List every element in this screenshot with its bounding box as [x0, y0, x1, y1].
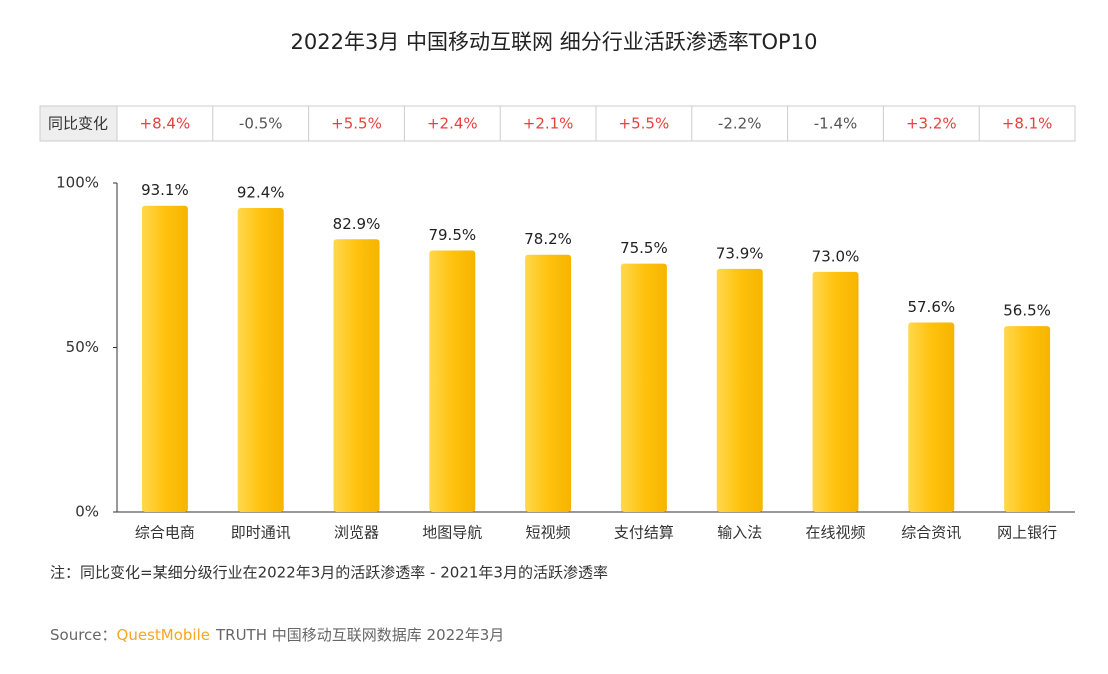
- value-label: 56.5%: [1003, 302, 1051, 320]
- value-label: 73.9%: [716, 244, 764, 262]
- value-label: 78.2%: [524, 230, 572, 248]
- source-text: TRUTH 中国移动互联网数据库 2022年3月: [215, 626, 504, 644]
- value-label: 93.1%: [141, 181, 189, 199]
- value-label: 82.9%: [333, 215, 381, 233]
- value-label: 73.0%: [812, 247, 860, 265]
- yoy-label: +3.2%: [906, 115, 957, 133]
- source-brand: QuestMobile: [117, 626, 210, 644]
- bar: [237, 208, 284, 512]
- bar: [333, 239, 380, 512]
- y-tick-label: 100%: [56, 174, 99, 192]
- value-label: 79.5%: [428, 226, 476, 244]
- source: Source：QuestMobile TRUTH 中国移动互联网数据库 2022年…: [50, 626, 504, 644]
- yoy-label: +5.5%: [619, 115, 670, 133]
- yoy-label: -0.5%: [239, 115, 283, 133]
- bar: [1004, 326, 1051, 512]
- x-tick-label: 输入法: [717, 524, 762, 542]
- yoy-label: +2.4%: [427, 115, 478, 133]
- x-tick-label: 综合电商: [135, 524, 195, 542]
- yoy-label: +8.4%: [140, 115, 191, 133]
- yoy-header: 同比变化: [48, 115, 108, 133]
- bar: [812, 271, 859, 512]
- x-tick-label: 浏览器: [334, 524, 379, 542]
- bar: [429, 250, 476, 512]
- x-tick-label: 综合资讯: [901, 524, 961, 542]
- yoy-label: +2.1%: [523, 115, 574, 133]
- bar: [141, 205, 188, 513]
- x-tick-label: 支付结算: [614, 524, 674, 542]
- x-tick-label: 短视频: [526, 524, 571, 542]
- x-tick-label: 在线视频: [805, 524, 865, 542]
- note: 注：同比变化=某细分级行业在2022年3月的活跃渗透率 - 2021年3月的活跃…: [50, 564, 608, 582]
- source-label: Source：: [50, 626, 117, 644]
- x-tick-label: 即时通讯: [231, 524, 291, 542]
- x-tick-label: 地图导航: [422, 524, 482, 542]
- x-tick-label: 网上银行: [997, 524, 1057, 542]
- bar: [908, 322, 955, 512]
- value-label: 75.5%: [620, 239, 668, 257]
- yoy-label: +5.5%: [331, 115, 382, 133]
- bar: [620, 263, 667, 512]
- yoy-label: +8.1%: [1002, 115, 1053, 133]
- y-tick-label: 50%: [66, 338, 99, 356]
- value-label: 92.4%: [237, 184, 285, 202]
- yoy-label: -2.2%: [718, 115, 762, 133]
- yoy-label: -1.4%: [814, 115, 858, 133]
- y-tick-label: 0%: [75, 503, 99, 521]
- value-label: 57.6%: [907, 298, 955, 316]
- yoy-header-cell: [39, 105, 118, 142]
- bar: [525, 254, 572, 513]
- bar: [716, 268, 763, 512]
- chart-title: 2022年3月 中国移动互联网 细分行业活跃渗透率TOP10: [291, 30, 818, 54]
